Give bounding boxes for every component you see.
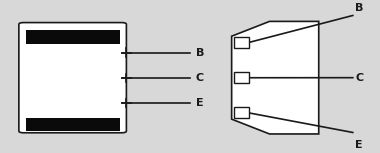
Text: C: C (196, 73, 204, 83)
Text: B: B (355, 2, 363, 13)
Bar (234, 72, 249, 83)
Bar (26, 118, 120, 131)
Text: E: E (355, 140, 362, 150)
Text: C: C (356, 73, 364, 83)
Bar (26, 30, 120, 44)
Polygon shape (232, 21, 319, 134)
Bar (234, 107, 249, 118)
FancyBboxPatch shape (19, 23, 127, 133)
Text: E: E (196, 98, 203, 108)
Text: B: B (196, 47, 204, 58)
Bar (234, 37, 249, 48)
